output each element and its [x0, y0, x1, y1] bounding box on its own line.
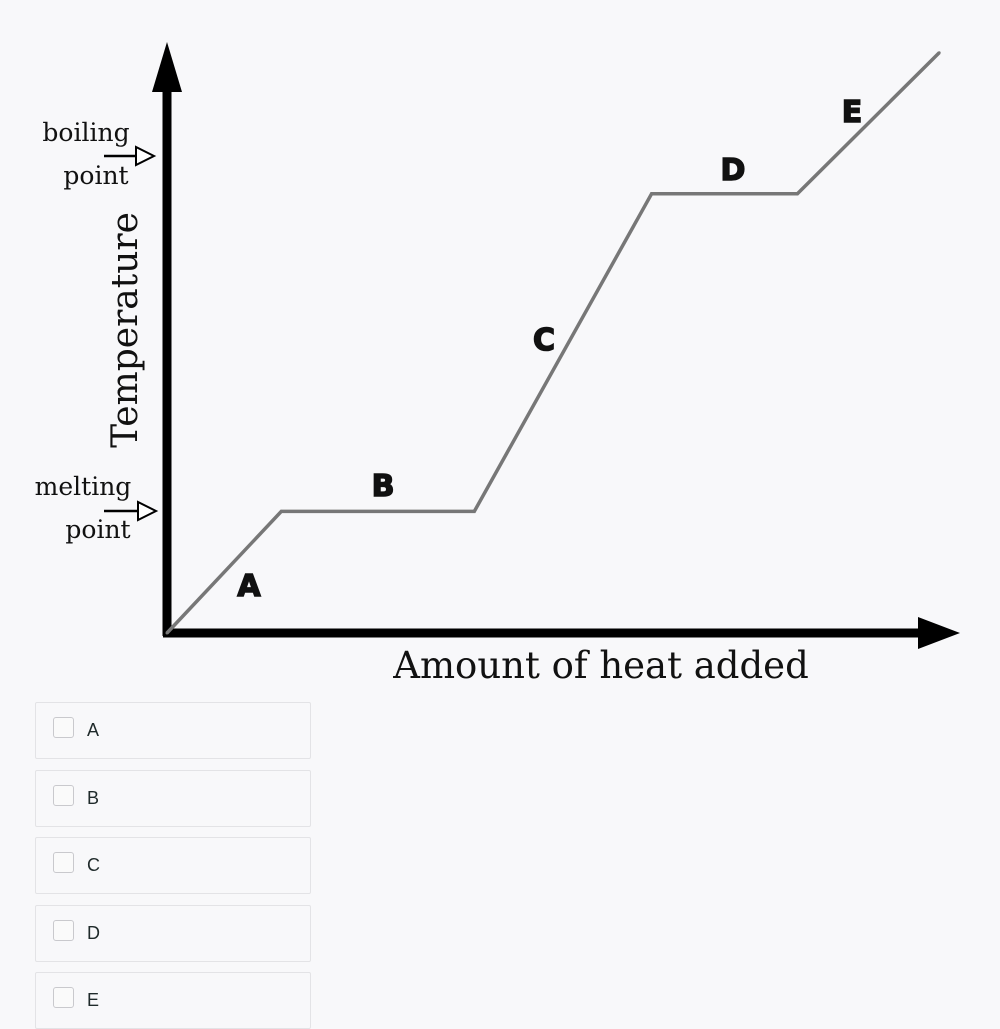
option-label: A: [87, 720, 100, 740]
curve-vertex-4: [795, 192, 799, 196]
boiling-point-label-line1: boiling: [42, 118, 129, 147]
option-d[interactable]: D: [35, 904, 311, 962]
checkbox-icon[interactable]: [53, 987, 74, 1008]
heating-curve-chart: boiling point melting point Temperature …: [35, 42, 960, 687]
option-b[interactable]: B: [35, 769, 311, 827]
checkbox-icon[interactable]: [53, 919, 74, 941]
melting-point-arrow-icon: [104, 500, 159, 522]
answer-options: A B C D E: [35, 702, 311, 1029]
y-axis-label: Temperature: [105, 212, 146, 448]
heating-curve-line: [165, 51, 941, 635]
segment-label-c: C: [533, 323, 555, 358]
curve-vertex-0: [165, 631, 169, 635]
x-axis-label: Amount of heat added: [392, 644, 809, 687]
x-axis-arrowhead: [918, 617, 960, 649]
boiling-point-label-line2: point: [63, 161, 128, 190]
checkbox-icon[interactable]: [53, 784, 74, 806]
curve-vertex-1: [279, 509, 283, 513]
curve-vertex-5: [937, 51, 941, 55]
option-c[interactable]: C: [35, 837, 311, 894]
melting-point-label-line2: point: [65, 515, 130, 544]
boiling-point-arrow-icon: [104, 145, 157, 167]
segment-label-b: B: [372, 469, 395, 504]
option-a[interactable]: A: [35, 702, 311, 759]
option-label: C: [87, 855, 100, 875]
checkbox-icon[interactable]: [53, 852, 74, 873]
segment-label-e: E: [842, 95, 863, 130]
checkbox-icon[interactable]: [53, 717, 74, 738]
option-label: D: [87, 922, 100, 943]
option-label: B: [87, 787, 100, 808]
option-e[interactable]: E: [35, 972, 311, 1029]
option-label: E: [87, 990, 100, 1010]
curve-vertex-2: [472, 509, 476, 513]
curve-vertex-3: [650, 192, 654, 196]
segment-label-a: A: [237, 569, 261, 604]
y-axis-arrowhead: [152, 42, 182, 92]
segment-label-d: D: [721, 153, 746, 188]
melting-point-label-line1: melting: [35, 472, 132, 501]
